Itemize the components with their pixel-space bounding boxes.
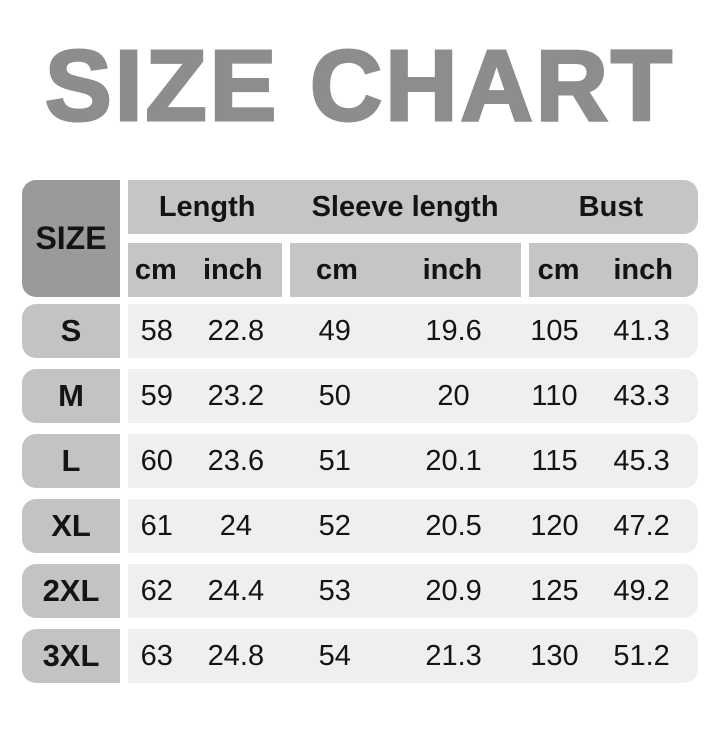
value-sleeve-cm: 50: [318, 379, 351, 412]
unit-header-bust-inch: inch: [613, 253, 673, 286]
value-sleeve-inch: 20.9: [425, 574, 482, 607]
value-sleeve-cm: 53: [318, 574, 351, 607]
value-length-inch: 23.6: [207, 444, 265, 477]
unit-strip-length: cm inch: [128, 243, 282, 297]
value-sleeve-cm: 52: [318, 509, 351, 542]
table-header: SIZE Length Sleeve length Bust cm inch c…: [22, 180, 698, 297]
table-row: XL 61 24 52 20.5 120 47.2: [22, 499, 698, 553]
value-length-cm: 59: [140, 379, 173, 412]
value-sleeve-inch: 21.3: [425, 639, 482, 672]
table-row: M 59 23.2 50 20 110 43.3: [22, 369, 698, 423]
page-title: SIZE CHART: [44, 30, 675, 142]
value-bust-cm: 130: [530, 639, 579, 672]
header-right: Length Sleeve length Bust cm inch cm inc…: [128, 180, 698, 297]
row-values-strip: 58 22.8 49 19.6 105 41.3: [128, 304, 698, 358]
unit-strip-bust: cm inch: [528, 243, 698, 297]
unit-strip-sleeve: cm inch: [289, 243, 521, 297]
value-sleeve-inch: 19.6: [425, 314, 482, 347]
size-cell: 3XL: [22, 629, 120, 683]
table-row: L 60 23.6 51 20.1 115 45.3: [22, 434, 698, 488]
group-header-sleeve-length: Sleeve length: [311, 190, 499, 223]
value-sleeve-inch: 20.1: [425, 444, 482, 477]
size-cell: M: [22, 369, 120, 423]
value-bust-inch: 47.2: [613, 509, 670, 542]
value-sleeve-cm: 54: [318, 639, 351, 672]
value-length-cm: 60: [140, 444, 173, 477]
group-header-length: Length: [158, 190, 256, 223]
value-bust-inch: 41.3: [613, 314, 670, 347]
table-row: 2XL 62 24.4 53 20.9 125 49.2: [22, 564, 698, 618]
value-length-inch: 23.2: [207, 379, 265, 412]
table-row: S 58 22.8 49 19.6 105 41.3: [22, 304, 698, 358]
value-sleeve-inch: 20: [437, 379, 470, 412]
value-sleeve-cm: 51: [318, 444, 351, 477]
value-length-cm: 58: [140, 314, 173, 347]
value-bust-cm: 125: [530, 574, 579, 607]
size-chart-table: SIZE Length Sleeve length Bust cm inch c…: [22, 180, 698, 683]
unit-header-sleeve-cm: cm: [316, 253, 358, 286]
unit-header-length-cm: cm: [134, 253, 177, 286]
unit-header-bust-cm: cm: [537, 253, 580, 286]
unit-header-sleeve-inch: inch: [422, 253, 483, 286]
size-corner-header: SIZE: [22, 180, 120, 297]
size-cell: XL: [22, 499, 120, 553]
value-length-inch: 24.8: [207, 639, 265, 672]
value-bust-inch: 49.2: [613, 574, 670, 607]
value-bust-inch: 45.3: [613, 444, 670, 477]
group-header-strip: Length Sleeve length Bust: [128, 180, 698, 234]
unit-header-row: cm inch cm inch cm inch: [128, 243, 698, 297]
value-bust-cm: 110: [531, 379, 578, 412]
value-length-cm: 63: [140, 639, 173, 672]
value-sleeve-cm: 49: [318, 314, 351, 347]
value-bust-cm: 120: [530, 509, 579, 542]
value-bust-inch: 43.3: [613, 379, 670, 412]
unit-header-length-inch: inch: [203, 253, 263, 286]
size-cell: S: [22, 304, 120, 358]
value-bust-cm: 105: [530, 314, 579, 347]
row-values-strip: 63 24.8 54 21.3 130 51.2: [128, 629, 698, 683]
value-length-inch: 22.8: [207, 314, 265, 347]
row-values-strip: 61 24 52 20.5 120 47.2: [128, 499, 698, 553]
size-cell: 2XL: [22, 564, 120, 618]
row-values-strip: 62 24.4 53 20.9 125 49.2: [128, 564, 698, 618]
table-body: S 58 22.8 49 19.6 105 41.3 M 59 23.2 50 …: [22, 304, 698, 683]
group-header-bust: Bust: [578, 190, 644, 223]
value-length-cm: 62: [140, 574, 173, 607]
value-bust-cm: 115: [531, 444, 578, 477]
table-row: 3XL 63 24.8 54 21.3 130 51.2: [22, 629, 698, 683]
value-bust-inch: 51.2: [613, 639, 670, 672]
value-length-inch: 24.4: [207, 574, 265, 607]
row-values-strip: 59 23.2 50 20 110 43.3: [128, 369, 698, 423]
value-length-inch: 24: [219, 509, 252, 542]
row-values-strip: 60 23.6 51 20.1 115 45.3: [128, 434, 698, 488]
value-length-cm: 61: [140, 509, 173, 542]
value-sleeve-inch: 20.5: [425, 509, 482, 542]
size-cell: L: [22, 434, 120, 488]
